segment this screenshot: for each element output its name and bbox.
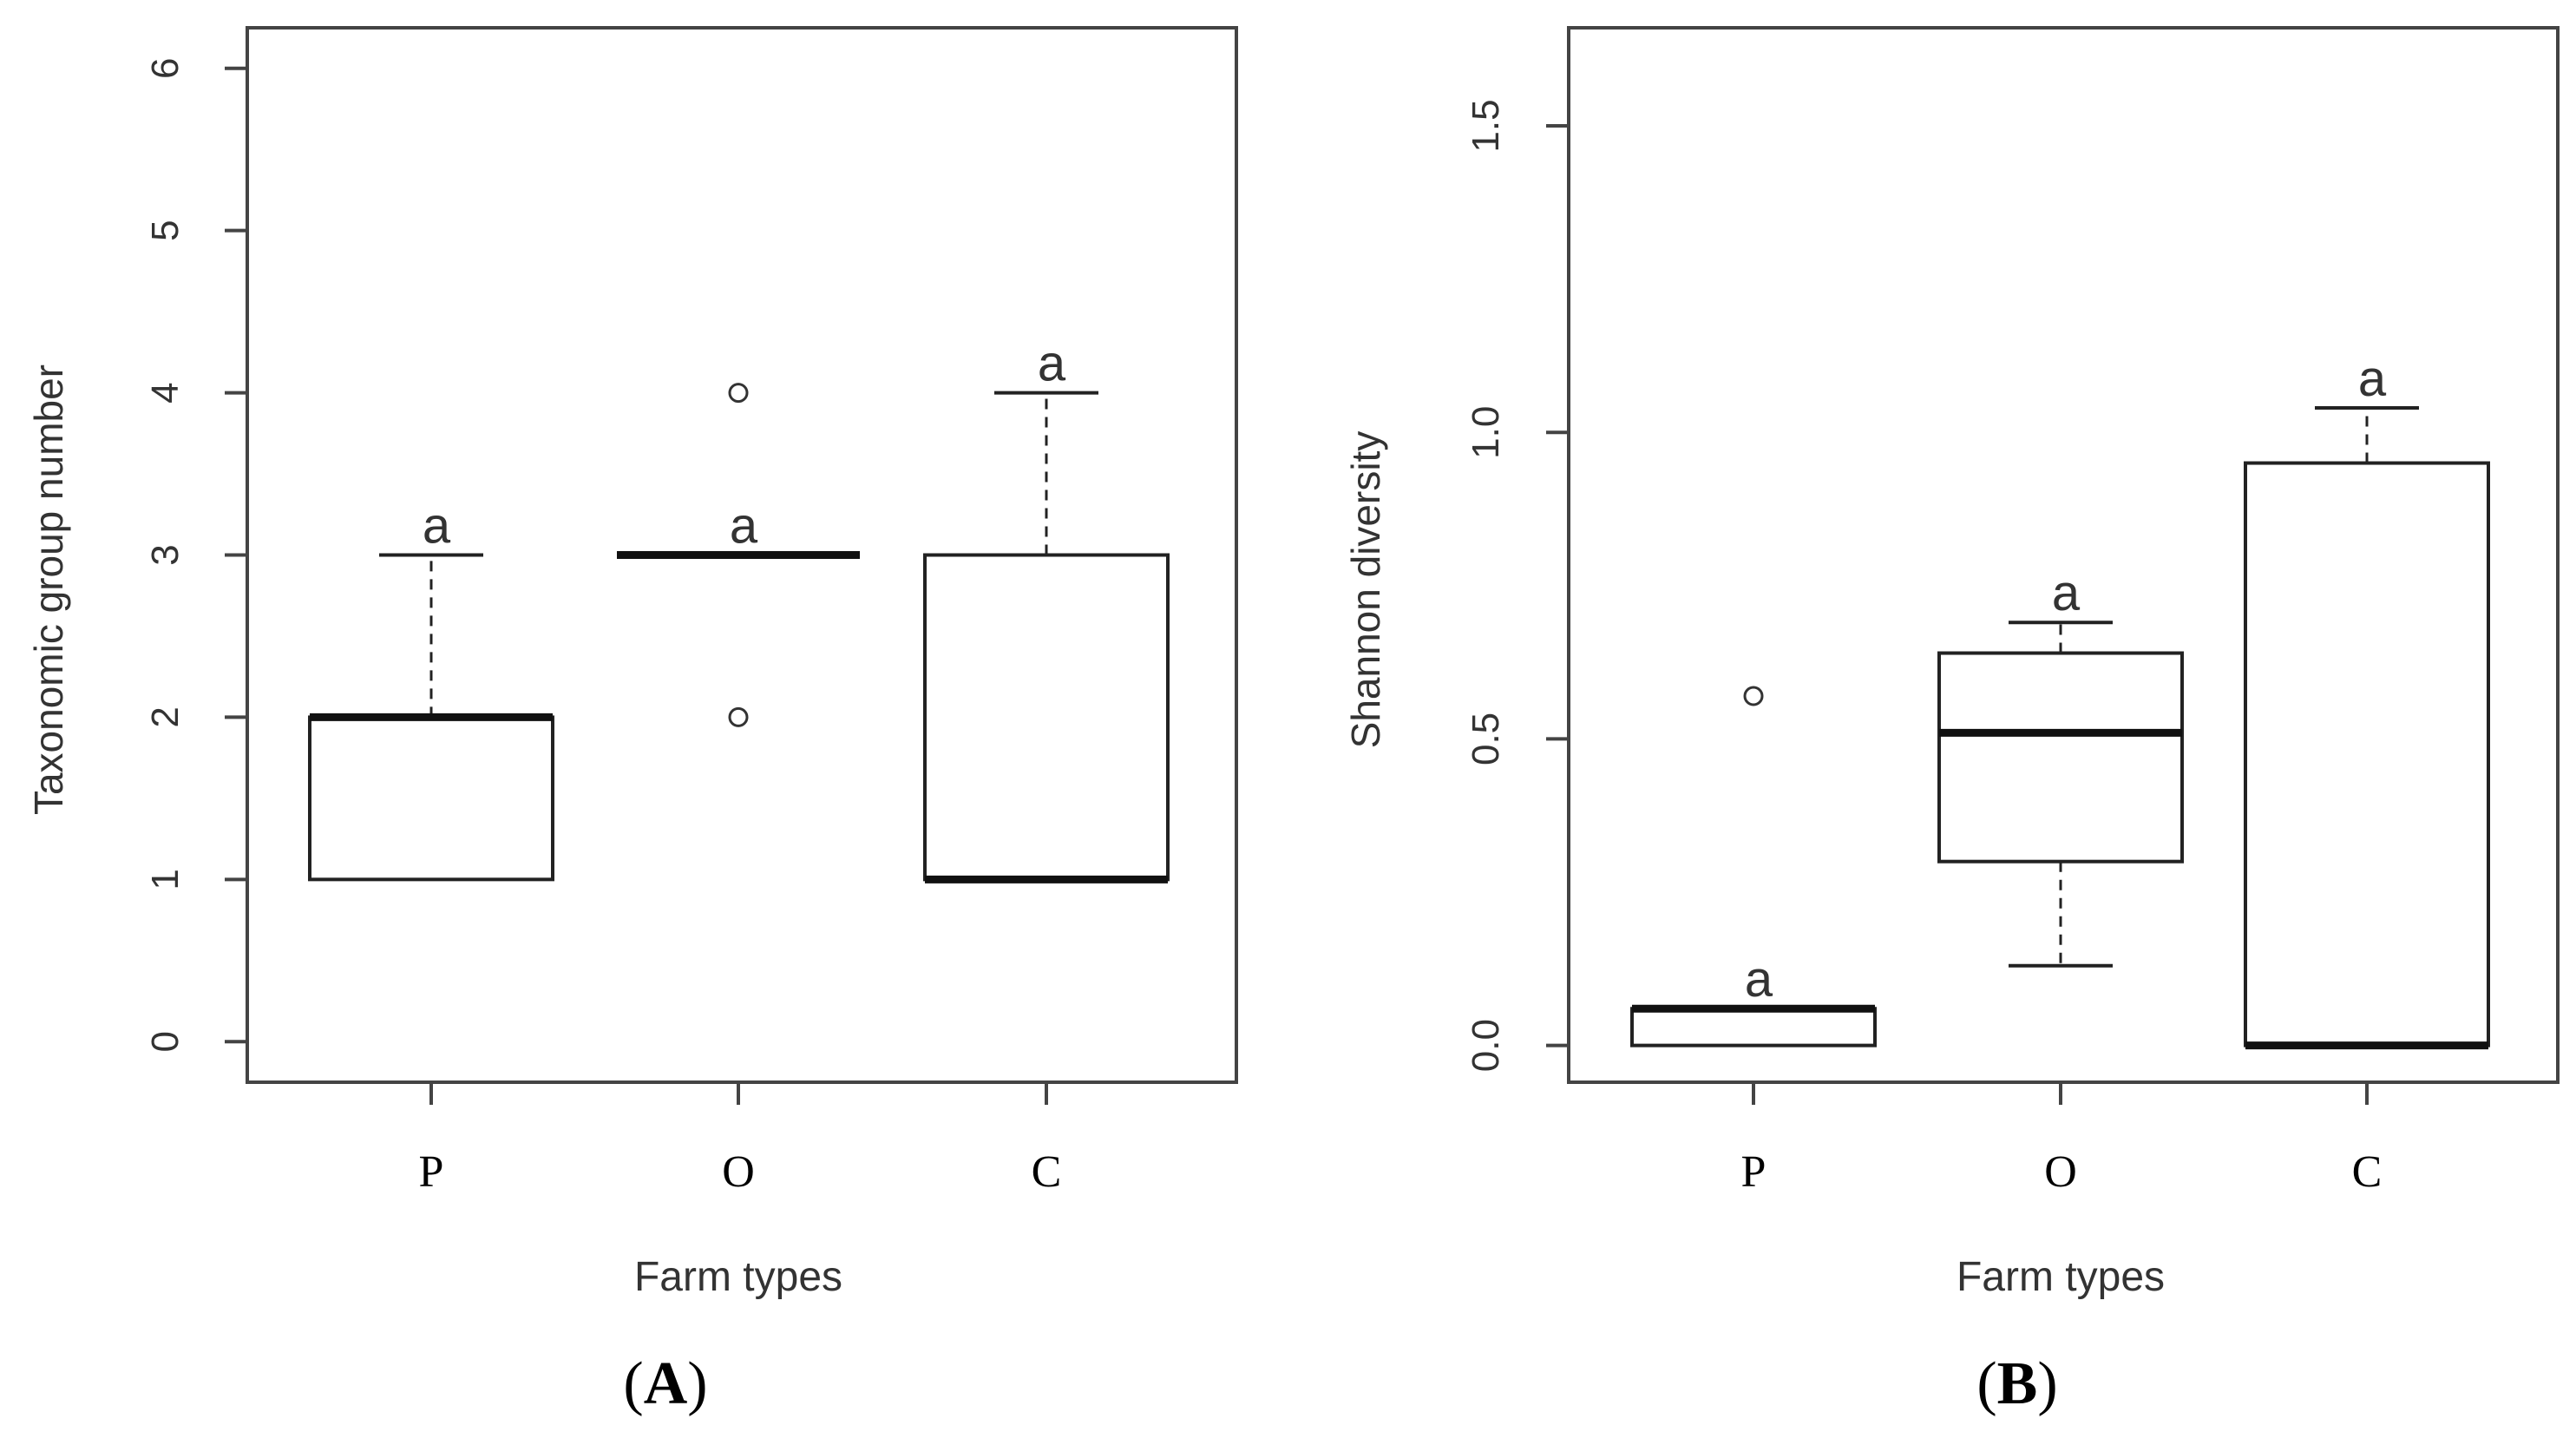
x-tick-label: P [1741, 1147, 1766, 1197]
box-O: a [1937, 565, 2184, 968]
x-tick-label: P [419, 1147, 444, 1197]
y-tick-label: 5 [144, 220, 187, 240]
y-axis-title: Taxonomic group number [26, 365, 71, 815]
x-tick-label: O [2044, 1147, 2077, 1197]
box-iqr [923, 553, 1170, 882]
y-tick-label: 0.0 [1465, 1019, 1507, 1072]
box-O: a [617, 383, 860, 727]
y-axis-title: Shannon diversity [1343, 431, 1388, 749]
box-iqr [2244, 461, 2490, 1048]
y-tick-label: 1.0 [1465, 406, 1507, 459]
x-axis-title: Farm types [634, 1254, 842, 1300]
x-tick-label: C [2352, 1147, 2383, 1197]
panel-letter: A [644, 1350, 688, 1417]
box-iqr [308, 715, 554, 882]
y-tick-label: 0 [144, 1031, 187, 1052]
y-tick-label: 4 [144, 382, 187, 403]
y-tick-label: 1.5 [1465, 99, 1507, 152]
significance-letter: a [1745, 951, 1773, 1008]
box-iqr [1630, 1007, 1877, 1048]
x-tick-label: C [1032, 1147, 1062, 1197]
panel-label: (B) [1976, 1350, 2057, 1417]
significance-letter: a [2358, 351, 2387, 407]
significance-letter: a [2052, 565, 2081, 621]
x-axis-title: Farm types [1957, 1254, 2165, 1300]
y-tick-label: 0.5 [1465, 713, 1507, 765]
box-C: a [923, 336, 1170, 883]
box-P: a [308, 498, 554, 882]
significance-letter: a [730, 498, 758, 555]
box-iqr [1937, 651, 2184, 864]
y-tick-label: 6 [144, 57, 187, 78]
significance-letter: a [1038, 336, 1066, 392]
outlier-point [728, 383, 749, 404]
significance-letter: a [423, 498, 451, 555]
y-tick-label: 3 [144, 544, 187, 565]
box-P: a [1630, 686, 1877, 1048]
box-C: a [2244, 351, 2490, 1050]
y-tick-label: 1 [144, 869, 187, 890]
outlier-point [728, 706, 749, 727]
panel-letter: B [1997, 1350, 2038, 1417]
panel-a-taxonomic-group-number: 0 1 2 3 4 5 6 Taxonomic group number P O C Farm typ… [26, 26, 1238, 1417]
plot-frame [1567, 26, 2560, 1084]
x-tick-label: O [722, 1147, 755, 1197]
panel-label: (A) [623, 1350, 707, 1417]
panel-b-shannon-diversity: 0.0 0.5 1.0 1.5 Shannon diversity P O C Farm typ… [1343, 26, 2560, 1417]
outlier-point [1743, 686, 1764, 706]
y-tick-label: 2 [144, 706, 187, 727]
